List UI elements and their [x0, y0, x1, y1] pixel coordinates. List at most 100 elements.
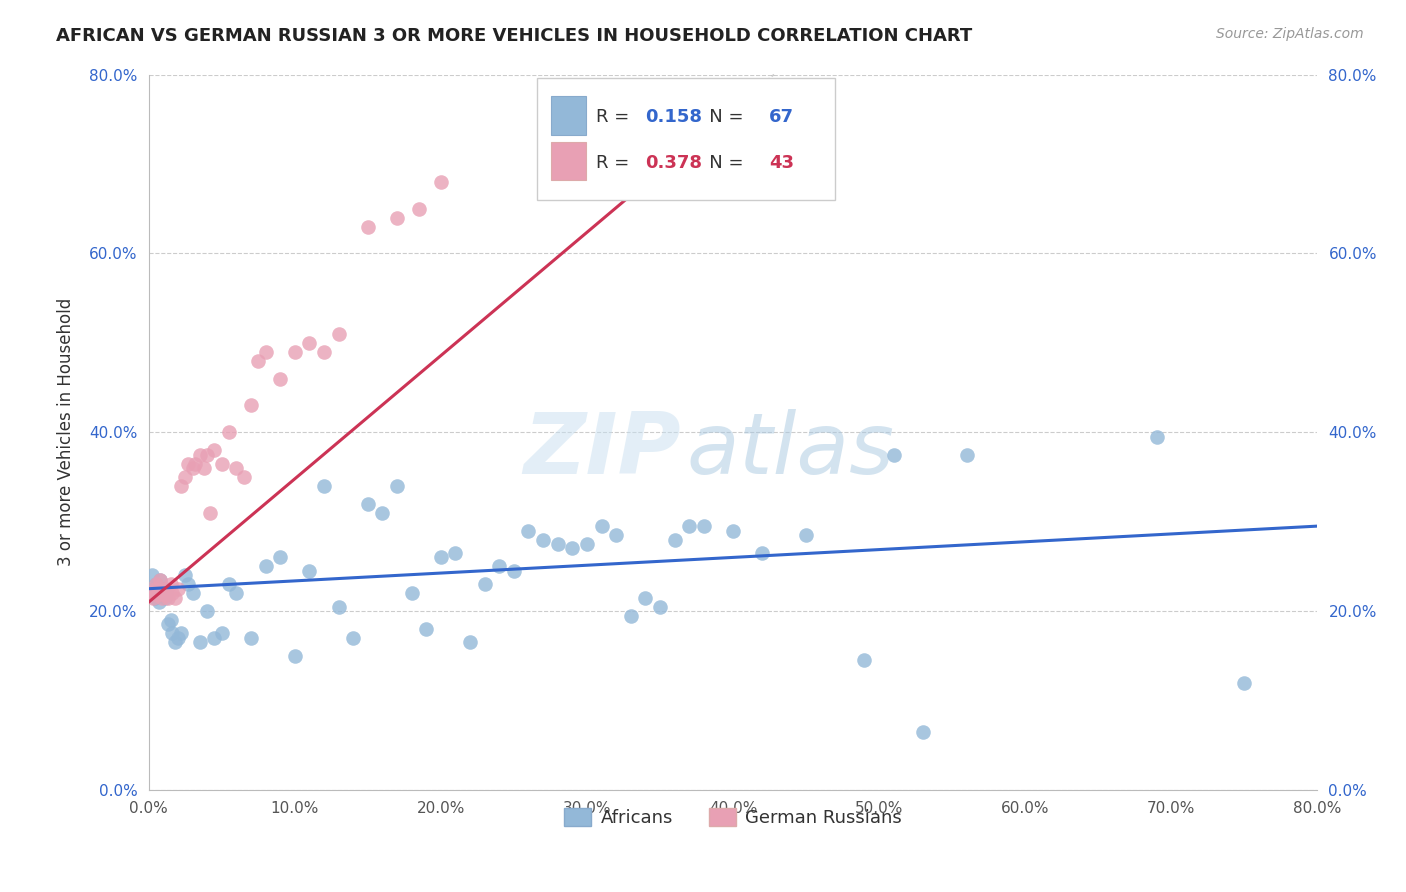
Point: [239, 631, 262, 645]
Point: [751, 546, 773, 560]
Point: [721, 524, 744, 538]
Point: [218, 577, 240, 591]
Point: [150, 588, 173, 602]
FancyBboxPatch shape: [551, 96, 586, 135]
Point: [188, 635, 211, 649]
Point: [458, 635, 481, 649]
Point: [634, 591, 657, 605]
Point: [142, 591, 165, 605]
Point: [408, 202, 430, 216]
Point: [328, 326, 350, 341]
Point: [853, 653, 876, 667]
Point: [155, 582, 177, 596]
Point: [204, 443, 226, 458]
Point: [152, 586, 174, 600]
Text: Source: ZipAtlas.com: Source: ZipAtlas.com: [1216, 27, 1364, 41]
Point: [385, 211, 408, 225]
Point: [195, 448, 218, 462]
Point: [284, 344, 307, 359]
Point: [160, 586, 183, 600]
Point: [143, 582, 166, 596]
Point: [181, 586, 204, 600]
Point: [188, 448, 211, 462]
Point: [193, 461, 215, 475]
Point: [444, 546, 467, 560]
Point: [502, 564, 524, 578]
Point: [269, 550, 291, 565]
Point: [170, 626, 193, 640]
Point: [141, 586, 163, 600]
Point: [211, 626, 233, 640]
Point: [342, 631, 364, 645]
Point: [153, 588, 176, 602]
Point: [155, 586, 177, 600]
Point: [430, 175, 453, 189]
Point: [591, 519, 613, 533]
Point: [163, 591, 186, 605]
Point: [156, 617, 179, 632]
Point: [174, 568, 197, 582]
Point: [312, 479, 335, 493]
Point: [225, 461, 247, 475]
Point: [204, 631, 226, 645]
Point: [648, 175, 671, 189]
Point: [648, 599, 671, 614]
Text: atlas: atlas: [686, 409, 894, 491]
Point: [371, 506, 394, 520]
Point: [149, 573, 172, 587]
Point: [153, 591, 176, 605]
Point: [357, 219, 380, 234]
Point: [254, 559, 277, 574]
Point: [142, 582, 165, 596]
Point: [167, 582, 190, 596]
Point: [218, 425, 240, 440]
Point: [225, 586, 247, 600]
Point: [163, 635, 186, 649]
Point: [148, 595, 170, 609]
Point: [146, 588, 169, 602]
Point: [547, 537, 569, 551]
Point: [385, 479, 408, 493]
Point: [150, 591, 173, 605]
FancyBboxPatch shape: [537, 78, 835, 200]
Point: [298, 335, 321, 350]
Point: [247, 353, 270, 368]
Point: [956, 448, 979, 462]
Point: [159, 613, 181, 627]
Point: [1146, 430, 1168, 444]
Point: [488, 559, 510, 574]
Point: [693, 519, 716, 533]
Point: [177, 577, 200, 591]
Point: [167, 631, 190, 645]
Point: [911, 724, 934, 739]
Legend: Africans, German Russians: Africans, German Russians: [557, 801, 908, 835]
Point: [298, 564, 321, 578]
Point: [195, 604, 218, 618]
Point: [239, 398, 262, 412]
Point: [883, 448, 905, 462]
Point: [143, 591, 166, 605]
Point: [561, 541, 583, 556]
Text: 43: 43: [769, 153, 794, 171]
Point: [254, 344, 277, 359]
Point: [284, 648, 307, 663]
Text: AFRICAN VS GERMAN RUSSIAN 3 OR MORE VEHICLES IN HOUSEHOLD CORRELATION CHART: AFRICAN VS GERMAN RUSSIAN 3 OR MORE VEHI…: [56, 27, 973, 45]
Point: [430, 550, 453, 565]
Point: [415, 622, 437, 636]
Y-axis label: 3 or more Vehicles in Household: 3 or more Vehicles in Household: [58, 298, 75, 566]
Point: [575, 537, 598, 551]
Point: [620, 608, 643, 623]
Point: [1233, 675, 1256, 690]
Point: [149, 573, 172, 587]
Point: [145, 577, 167, 591]
Point: [312, 344, 335, 359]
Point: [148, 584, 170, 599]
Point: [531, 533, 554, 547]
Point: [357, 497, 380, 511]
Point: [174, 470, 197, 484]
Point: [159, 577, 181, 591]
FancyBboxPatch shape: [551, 142, 586, 180]
Point: [211, 457, 233, 471]
Point: [401, 586, 423, 600]
Point: [678, 519, 700, 533]
